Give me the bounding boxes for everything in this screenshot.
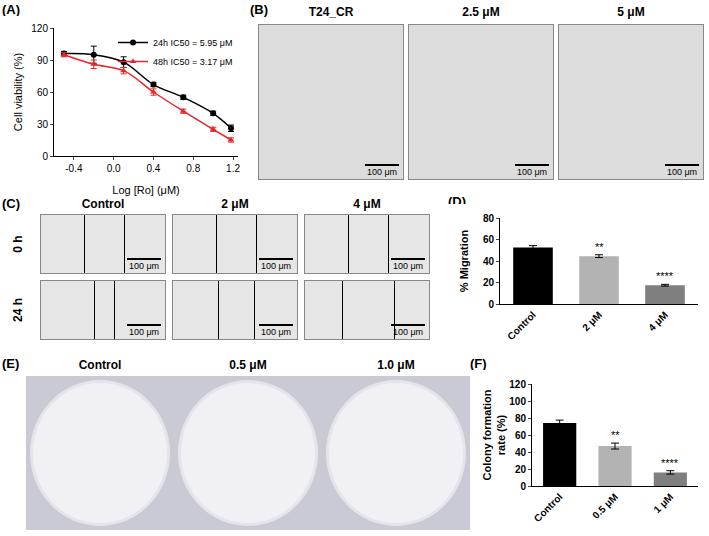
svg-text:40: 40 bbox=[515, 447, 527, 458]
svg-text:0.0: 0.0 bbox=[107, 163, 121, 174]
html-text:Control: Control bbox=[81, 197, 125, 211]
svg-text:0.8: 0.8 bbox=[186, 163, 200, 174]
svg-text:1.2: 1.2 bbox=[226, 163, 240, 174]
svg-text:80: 80 bbox=[483, 213, 495, 224]
html-text:0 h: 0 h bbox=[11, 235, 25, 253]
html-text:(A): (A) bbox=[2, 2, 20, 17]
svg-text:2 μM: 2 μM bbox=[580, 309, 604, 333]
svg-text:80: 80 bbox=[515, 413, 527, 424]
svg-text:60: 60 bbox=[515, 430, 527, 441]
svg-text:48h IC50 = 3.17 μM: 48h IC50 = 3.17 μM bbox=[153, 57, 232, 67]
html-text:T24_CR: T24_CR bbox=[308, 5, 354, 19]
html-text:(F): (F) bbox=[470, 356, 487, 371]
svg-text:0: 0 bbox=[520, 481, 526, 492]
svg-text:****: **** bbox=[656, 270, 674, 282]
svg-text:-0.4: -0.4 bbox=[65, 163, 83, 174]
html-text:100 μm: 100 μm bbox=[260, 261, 292, 271]
svg-text:60: 60 bbox=[37, 87, 49, 98]
svg-text:Control: Control bbox=[505, 309, 538, 342]
html-text:4 μM: 4 μM bbox=[353, 197, 381, 211]
html-text:100 μm: 100 μm bbox=[260, 327, 292, 337]
html-text:2.5 μM: 2.5 μM bbox=[462, 5, 500, 19]
svg-text:0: 0 bbox=[488, 299, 494, 310]
html-text:100 μm: 100 μm bbox=[392, 327, 424, 337]
html-text:100 μm: 100 μm bbox=[366, 167, 398, 177]
html-text:100 μm: 100 μm bbox=[392, 261, 424, 271]
svg-text:120: 120 bbox=[31, 23, 48, 34]
html-text:100 μm: 100 μm bbox=[128, 327, 160, 337]
svg-text:20: 20 bbox=[515, 464, 527, 475]
svg-text:40: 40 bbox=[483, 256, 495, 267]
svg-text:100: 100 bbox=[509, 396, 526, 407]
html-text:0.5 μM: 0.5 μM bbox=[229, 358, 267, 372]
svg-text:0.4: 0.4 bbox=[147, 163, 161, 174]
html-text:24 h: 24 h bbox=[11, 298, 25, 322]
svg-text:Colony formationrate (%): Colony formationrate (%) bbox=[481, 389, 507, 480]
html-text:100 μm: 100 μm bbox=[128, 261, 160, 271]
svg-text:4 μM: 4 μM bbox=[646, 309, 670, 333]
html-text:5 μM: 5 μM bbox=[617, 5, 645, 19]
html-text:2 μM: 2 μM bbox=[221, 197, 249, 211]
svg-text:**: ** bbox=[595, 241, 604, 253]
svg-text:24h IC50 = 5.95 μM: 24h IC50 = 5.95 μM bbox=[153, 38, 232, 48]
html-text:(C): (C) bbox=[2, 196, 20, 211]
svg-text:60: 60 bbox=[483, 234, 495, 245]
svg-text:Cell viability (%): Cell viability (%) bbox=[12, 53, 24, 131]
html-text:(D): (D) bbox=[448, 194, 466, 209]
html-text:1.0 μM: 1.0 μM bbox=[377, 358, 415, 372]
html-text:100 μm: 100 μm bbox=[666, 167, 698, 177]
svg-text:120: 120 bbox=[509, 379, 526, 390]
svg-text:30: 30 bbox=[37, 119, 49, 130]
svg-text:0: 0 bbox=[42, 151, 48, 162]
svg-text:% Migration: % Migration bbox=[458, 230, 470, 293]
svg-text:0.5 μM: 0.5 μM bbox=[590, 491, 620, 521]
html-text:100 μm: 100 μm bbox=[516, 167, 548, 177]
svg-text:20: 20 bbox=[483, 277, 495, 288]
html-text:Control: Control bbox=[78, 358, 122, 372]
html-text:(B): (B) bbox=[250, 2, 268, 17]
svg-text:****: **** bbox=[661, 457, 679, 469]
html-text:(E): (E) bbox=[2, 356, 20, 371]
svg-text:1 μM: 1 μM bbox=[651, 491, 675, 515]
svg-text:Control: Control bbox=[532, 491, 565, 524]
svg-text:**: ** bbox=[611, 429, 620, 441]
svg-text:90: 90 bbox=[37, 55, 49, 66]
svg-text:Log [Ro] (μM): Log [Ro] (μM) bbox=[112, 184, 179, 196]
